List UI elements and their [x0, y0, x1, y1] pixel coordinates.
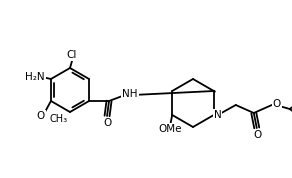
Text: OMe: OMe — [159, 124, 182, 134]
Text: O: O — [273, 99, 281, 109]
Text: N: N — [214, 110, 222, 120]
Text: NH: NH — [122, 89, 138, 99]
Text: O: O — [254, 130, 262, 140]
Text: O: O — [103, 118, 111, 128]
Text: O: O — [37, 111, 45, 121]
Text: CH₃: CH₃ — [50, 114, 68, 124]
Text: H₂N: H₂N — [25, 72, 45, 82]
Text: Cl: Cl — [67, 50, 77, 60]
